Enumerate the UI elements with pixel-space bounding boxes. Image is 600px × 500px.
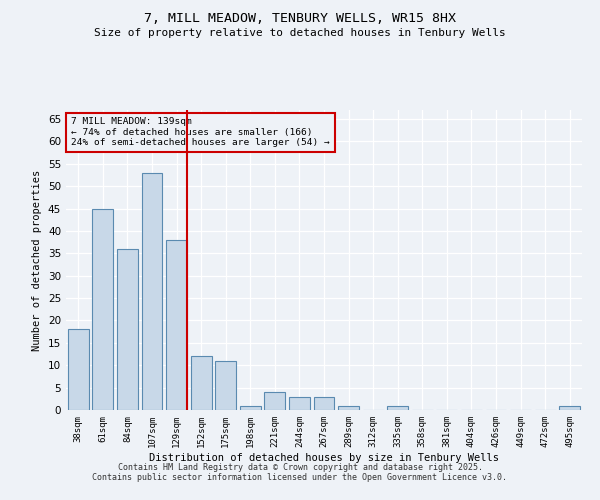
X-axis label: Distribution of detached houses by size in Tenbury Wells: Distribution of detached houses by size … <box>149 452 499 462</box>
Text: 7, MILL MEADOW, TENBURY WELLS, WR15 8HX: 7, MILL MEADOW, TENBURY WELLS, WR15 8HX <box>144 12 456 26</box>
Text: 7 MILL MEADOW: 139sqm
← 74% of detached houses are smaller (166)
24% of semi-det: 7 MILL MEADOW: 139sqm ← 74% of detached … <box>71 118 330 148</box>
Bar <box>338 406 359 410</box>
Text: Contains HM Land Registry data © Crown copyright and database right 2025.
Contai: Contains HM Land Registry data © Crown c… <box>92 463 508 482</box>
Text: Size of property relative to detached houses in Tenbury Wells: Size of property relative to detached ho… <box>94 28 506 38</box>
Bar <box>215 360 236 410</box>
Bar <box>142 172 163 410</box>
Bar <box>265 392 286 410</box>
Bar <box>166 240 187 410</box>
Bar <box>314 396 334 410</box>
Bar <box>289 396 310 410</box>
Y-axis label: Number of detached properties: Number of detached properties <box>32 170 43 350</box>
Bar <box>191 356 212 410</box>
Bar <box>92 208 113 410</box>
Bar <box>559 406 580 410</box>
Bar <box>68 330 89 410</box>
Bar <box>240 406 261 410</box>
Bar <box>387 406 408 410</box>
Bar <box>117 249 138 410</box>
